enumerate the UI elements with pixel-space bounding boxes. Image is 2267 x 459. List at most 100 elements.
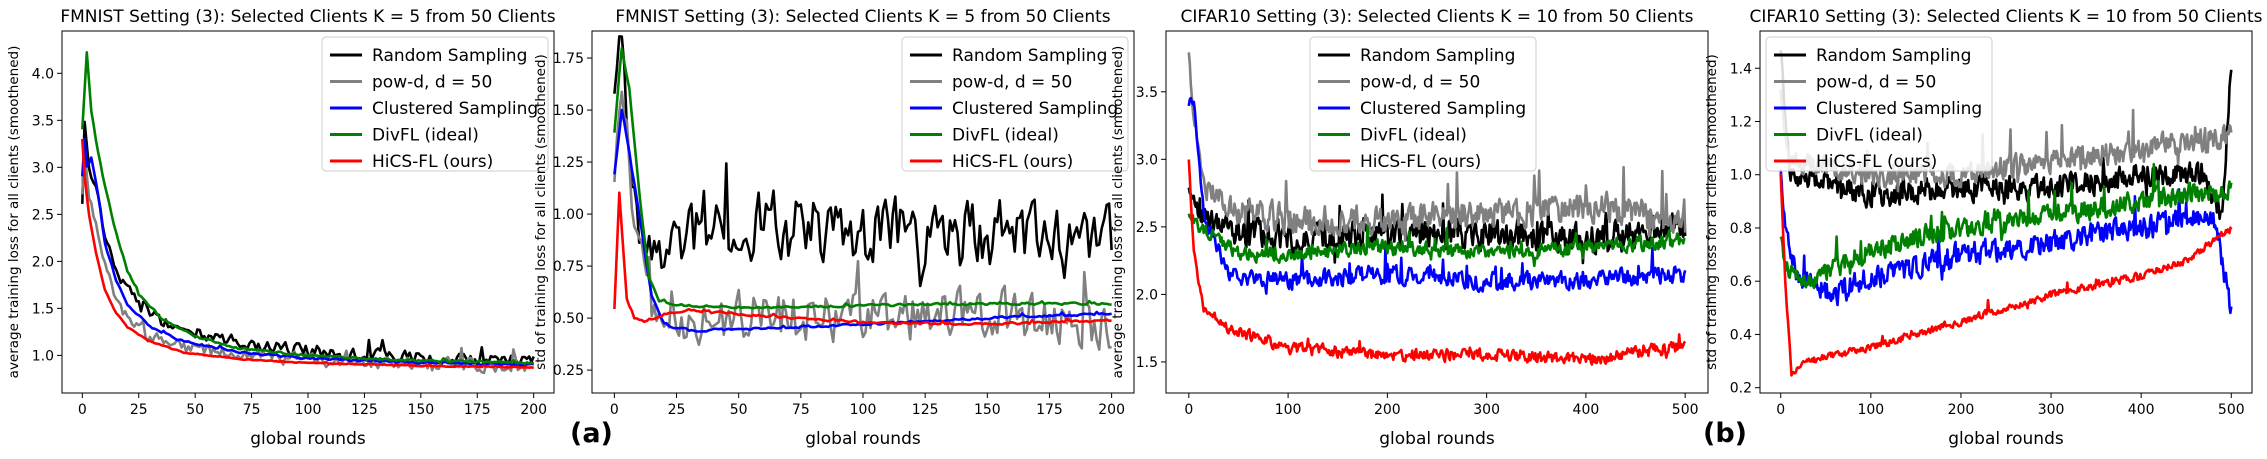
y-tick-label: 0.4 (1730, 327, 1752, 343)
series-line-4 (81, 50, 534, 366)
y-tick-label: 0.6 (1730, 274, 1752, 290)
x-tick-label: 100 (1857, 402, 1884, 418)
legend-label: HiCS-FL (ours) (1816, 152, 1937, 172)
x-tick-label: 150 (407, 402, 434, 418)
series-line-2 (1779, 89, 2233, 193)
series-line-2 (1187, 52, 1687, 242)
y-tick-label: 1.50 (553, 103, 584, 119)
x-tick-label: 500 (2218, 402, 2245, 418)
y-tick-label: 0.8 (1730, 221, 1752, 237)
y-tick-label: 0.25 (553, 363, 584, 379)
legend-box (1309, 36, 1537, 172)
x-tick-label: 0 (1184, 402, 1193, 418)
x-axis-label: global rounds (1379, 429, 1495, 449)
legend-label: pow-d, d = 50 (1360, 73, 1480, 93)
series-line-1 (1779, 50, 2233, 221)
legend-label: pow-d, d = 50 (1816, 73, 1936, 93)
legend-label: HiCS-FL (ours) (952, 152, 1073, 172)
x-tick-label: 0 (1776, 402, 1785, 418)
x-tick-label: 300 (2038, 402, 2065, 418)
x-tick-label: 175 (464, 402, 491, 418)
legend-label: Random Sampling (952, 46, 1107, 66)
legend-label: DivFL (ideal) (1360, 126, 1467, 146)
figure-label-b: (b) (1703, 418, 1748, 449)
y-axis-label: average training loss for all clients (s… (6, 46, 22, 379)
chart-3: 0 100 200 300 400 500 1.5 2.0 2.5 3.0 3.5 CIFAR10 S… (1110, 7, 1709, 449)
series-line-3 (1779, 169, 2233, 315)
x-tick-label: 300 (1473, 402, 1500, 418)
x-tick-label: 50 (730, 402, 748, 418)
series-group (1779, 50, 2233, 377)
legend-label: HiCS-FL (ours) (1360, 152, 1481, 172)
series-line-5 (1187, 159, 1687, 366)
series-line-1 (1187, 187, 1687, 265)
y-tick-label: 2.5 (32, 207, 54, 223)
legend-label: Random Sampling (1816, 46, 1971, 66)
chart-title: CIFAR10 Setting (3): Selected Clients K … (1181, 7, 1694, 27)
y-tick-label: 0.2 (1730, 381, 1752, 397)
y-tick-label: 0.50 (553, 311, 584, 327)
x-tick-label: 25 (130, 402, 148, 418)
y-axis-label: std of training loss for all clients (sm… (1704, 54, 1720, 370)
x-tick-label: 0 (78, 402, 87, 418)
series-group (613, 35, 1113, 351)
legend: Random Sampling pow-d, d = 50 Clustered Sa… (1309, 36, 1537, 172)
chart-2: 0 25 50 75 100 125 150 175 200 0.25 0.50 0.75 1.00 1.… (533, 7, 1135, 449)
y-tick-label: 3.5 (32, 113, 54, 129)
legend-label: DivFL (ideal) (372, 126, 479, 146)
legend-label: Random Sampling (1360, 46, 1515, 66)
x-axis-label: global rounds (1948, 429, 2064, 449)
legend-label: Clustered Sampling (372, 99, 538, 119)
legend-box (901, 36, 1129, 172)
legend-box (321, 36, 549, 172)
series-line-3 (613, 108, 1112, 333)
legend-label: Random Sampling (372, 46, 527, 66)
x-tick-label: 150 (974, 402, 1001, 418)
legend-box (1765, 36, 1993, 172)
x-tick-label: 100 (295, 402, 322, 418)
y-tick-label: 1.5 (32, 301, 54, 317)
x-tick-label: 100 (1275, 402, 1302, 418)
x-tick-label: 75 (792, 402, 810, 418)
x-tick-label: 200 (1098, 402, 1125, 418)
series-line-5 (1779, 173, 2233, 377)
y-tick-label: 2.5 (1136, 220, 1158, 236)
series-group (1187, 52, 1687, 366)
legend-label: DivFL (ideal) (1816, 126, 1923, 146)
y-tick-label: 2.0 (1136, 287, 1158, 303)
chart-4: 0 100 200 300 400 500 0.2 0.4 0.6 0.8 1.0 1.2 1.4 CIF… (1704, 7, 2263, 449)
legend: Random Sampling pow-d, d = 50 Clustered Sa… (321, 36, 549, 172)
legend-label: pow-d, d = 50 (952, 73, 1072, 93)
y-tick-label: 1.25 (553, 155, 584, 171)
series-line-2 (613, 90, 1112, 351)
x-tick-label: 25 (668, 402, 686, 418)
y-tick-label: 1.0 (1730, 168, 1752, 184)
series-group (81, 50, 535, 375)
y-tick-label: 1.0 (32, 348, 54, 364)
y-tick-label: 1.5 (1136, 355, 1158, 371)
chart-title: CIFAR10 Setting (3): Selected Clients K … (1750, 7, 2263, 27)
x-tick-label: 200 (520, 402, 547, 418)
series-line-4 (1187, 213, 1686, 268)
y-tick-label: 3.5 (1136, 85, 1158, 101)
legend-label: Clustered Sampling (1360, 99, 1526, 119)
x-tick-label: 500 (1672, 402, 1699, 418)
y-tick-label: 2.0 (32, 254, 54, 270)
legend-label: HiCS-FL (ours) (372, 152, 493, 172)
series-line-4 (613, 46, 1112, 310)
legend-label: Clustered Sampling (952, 99, 1118, 119)
legend-label: pow-d, d = 50 (372, 73, 492, 93)
legend-label: DivFL (ideal) (952, 126, 1059, 146)
series-line-1 (613, 35, 1113, 288)
chart-1: 0 25 50 75 100 125 150 175 200 1.0 1.5 2.0 2.5 3.0 3.5… (6, 7, 556, 449)
y-tick-label: 0.75 (553, 259, 584, 275)
plot-frame (1165, 30, 1709, 394)
y-axis-label: std of training loss for all clients (sm… (533, 54, 549, 370)
y-tick-label: 3.0 (1136, 152, 1158, 168)
x-axis-label: global rounds (805, 429, 921, 449)
series-line-3 (1187, 96, 1687, 295)
chart-title: FMNIST Setting (3): Selected Clients K =… (60, 7, 555, 27)
y-tick-label: 3.0 (32, 160, 54, 176)
x-tick-label: 50 (186, 402, 204, 418)
legend: Random Sampling pow-d, d = 50 Clustered Sa… (901, 36, 1129, 172)
